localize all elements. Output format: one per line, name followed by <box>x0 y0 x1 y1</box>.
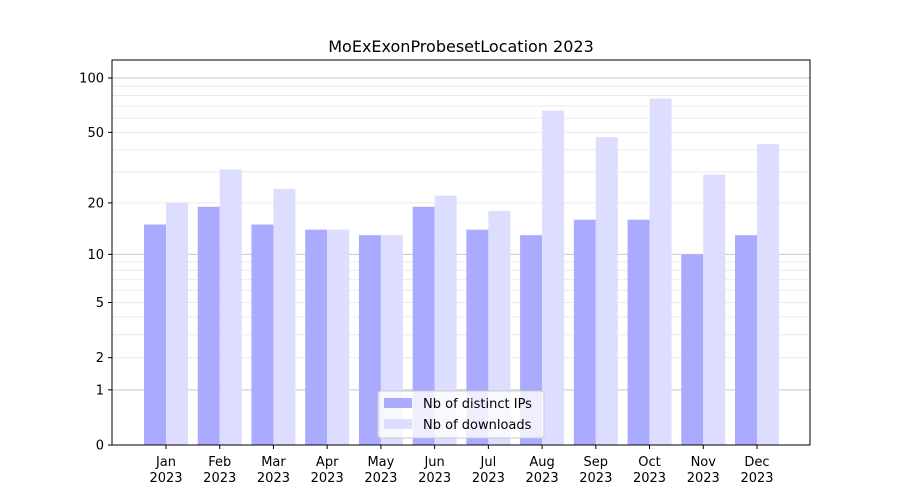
bar-distinct-ips <box>412 206 435 445</box>
bar-downloads <box>703 174 726 445</box>
legend-label: Nb of downloads <box>423 418 532 433</box>
x-tick-label: Sep 2023 <box>579 455 612 486</box>
bar-distinct-ips <box>197 206 220 445</box>
legend: Nb of distinct IPs Nb of downloads <box>377 390 545 439</box>
x-tick-label: Oct 2023 <box>633 455 666 486</box>
bar-distinct-ips <box>305 229 328 445</box>
x-tick-label: Jun 2023 <box>418 455 451 486</box>
legend-swatch <box>384 419 412 429</box>
bar-distinct-ips <box>735 235 757 445</box>
bar-downloads <box>219 169 242 445</box>
x-tick-label: Apr 2023 <box>311 455 344 486</box>
bar-distinct-ips <box>358 235 381 445</box>
bar-downloads <box>434 195 457 445</box>
x-tick-label: Feb 2023 <box>203 455 236 486</box>
bar-distinct-ips <box>144 224 166 445</box>
bar-distinct-ips <box>251 224 274 445</box>
y-tick-label: 1 <box>96 383 104 398</box>
x-tick-label: Dec 2023 <box>740 455 773 486</box>
bar-downloads <box>757 144 779 446</box>
x-tick-label: Jul 2023 <box>472 455 505 486</box>
x-tick-label: Nov 2023 <box>687 455 720 486</box>
bar-downloads <box>542 110 565 446</box>
y-tick-label: 2 <box>96 351 104 366</box>
x-tick-label: May 2023 <box>364 455 397 486</box>
x-tick-label: Jan 2023 <box>149 455 182 486</box>
legend-swatch <box>384 398 412 408</box>
bar-downloads <box>649 98 672 445</box>
bar-downloads <box>327 229 350 445</box>
x-tick-label: Aug 2023 <box>526 455 559 486</box>
y-tick-label: 10 <box>87 248 104 263</box>
bar-distinct-ips <box>681 254 704 445</box>
bar-downloads <box>488 210 511 445</box>
bar-distinct-ips <box>573 219 596 445</box>
y-tick-label: 100 <box>79 72 104 87</box>
legend-box <box>377 390 545 439</box>
bar-distinct-ips <box>627 219 650 445</box>
y-tick-label: 20 <box>87 196 104 211</box>
chart-title: MoExExonProbesetLocation 2023 <box>328 37 594 56</box>
legend-label: Nb of distinct IPs <box>423 397 532 412</box>
x-tick-label: Mar 2023 <box>257 455 290 486</box>
plot-frame <box>111 59 811 446</box>
y-tick-label: 0 <box>96 439 104 454</box>
bar-downloads <box>166 202 188 445</box>
y-tick-label: 50 <box>87 126 104 141</box>
bar-downloads <box>595 137 618 445</box>
bar-downloads <box>273 189 296 445</box>
y-tick-label: 5 <box>96 296 104 311</box>
